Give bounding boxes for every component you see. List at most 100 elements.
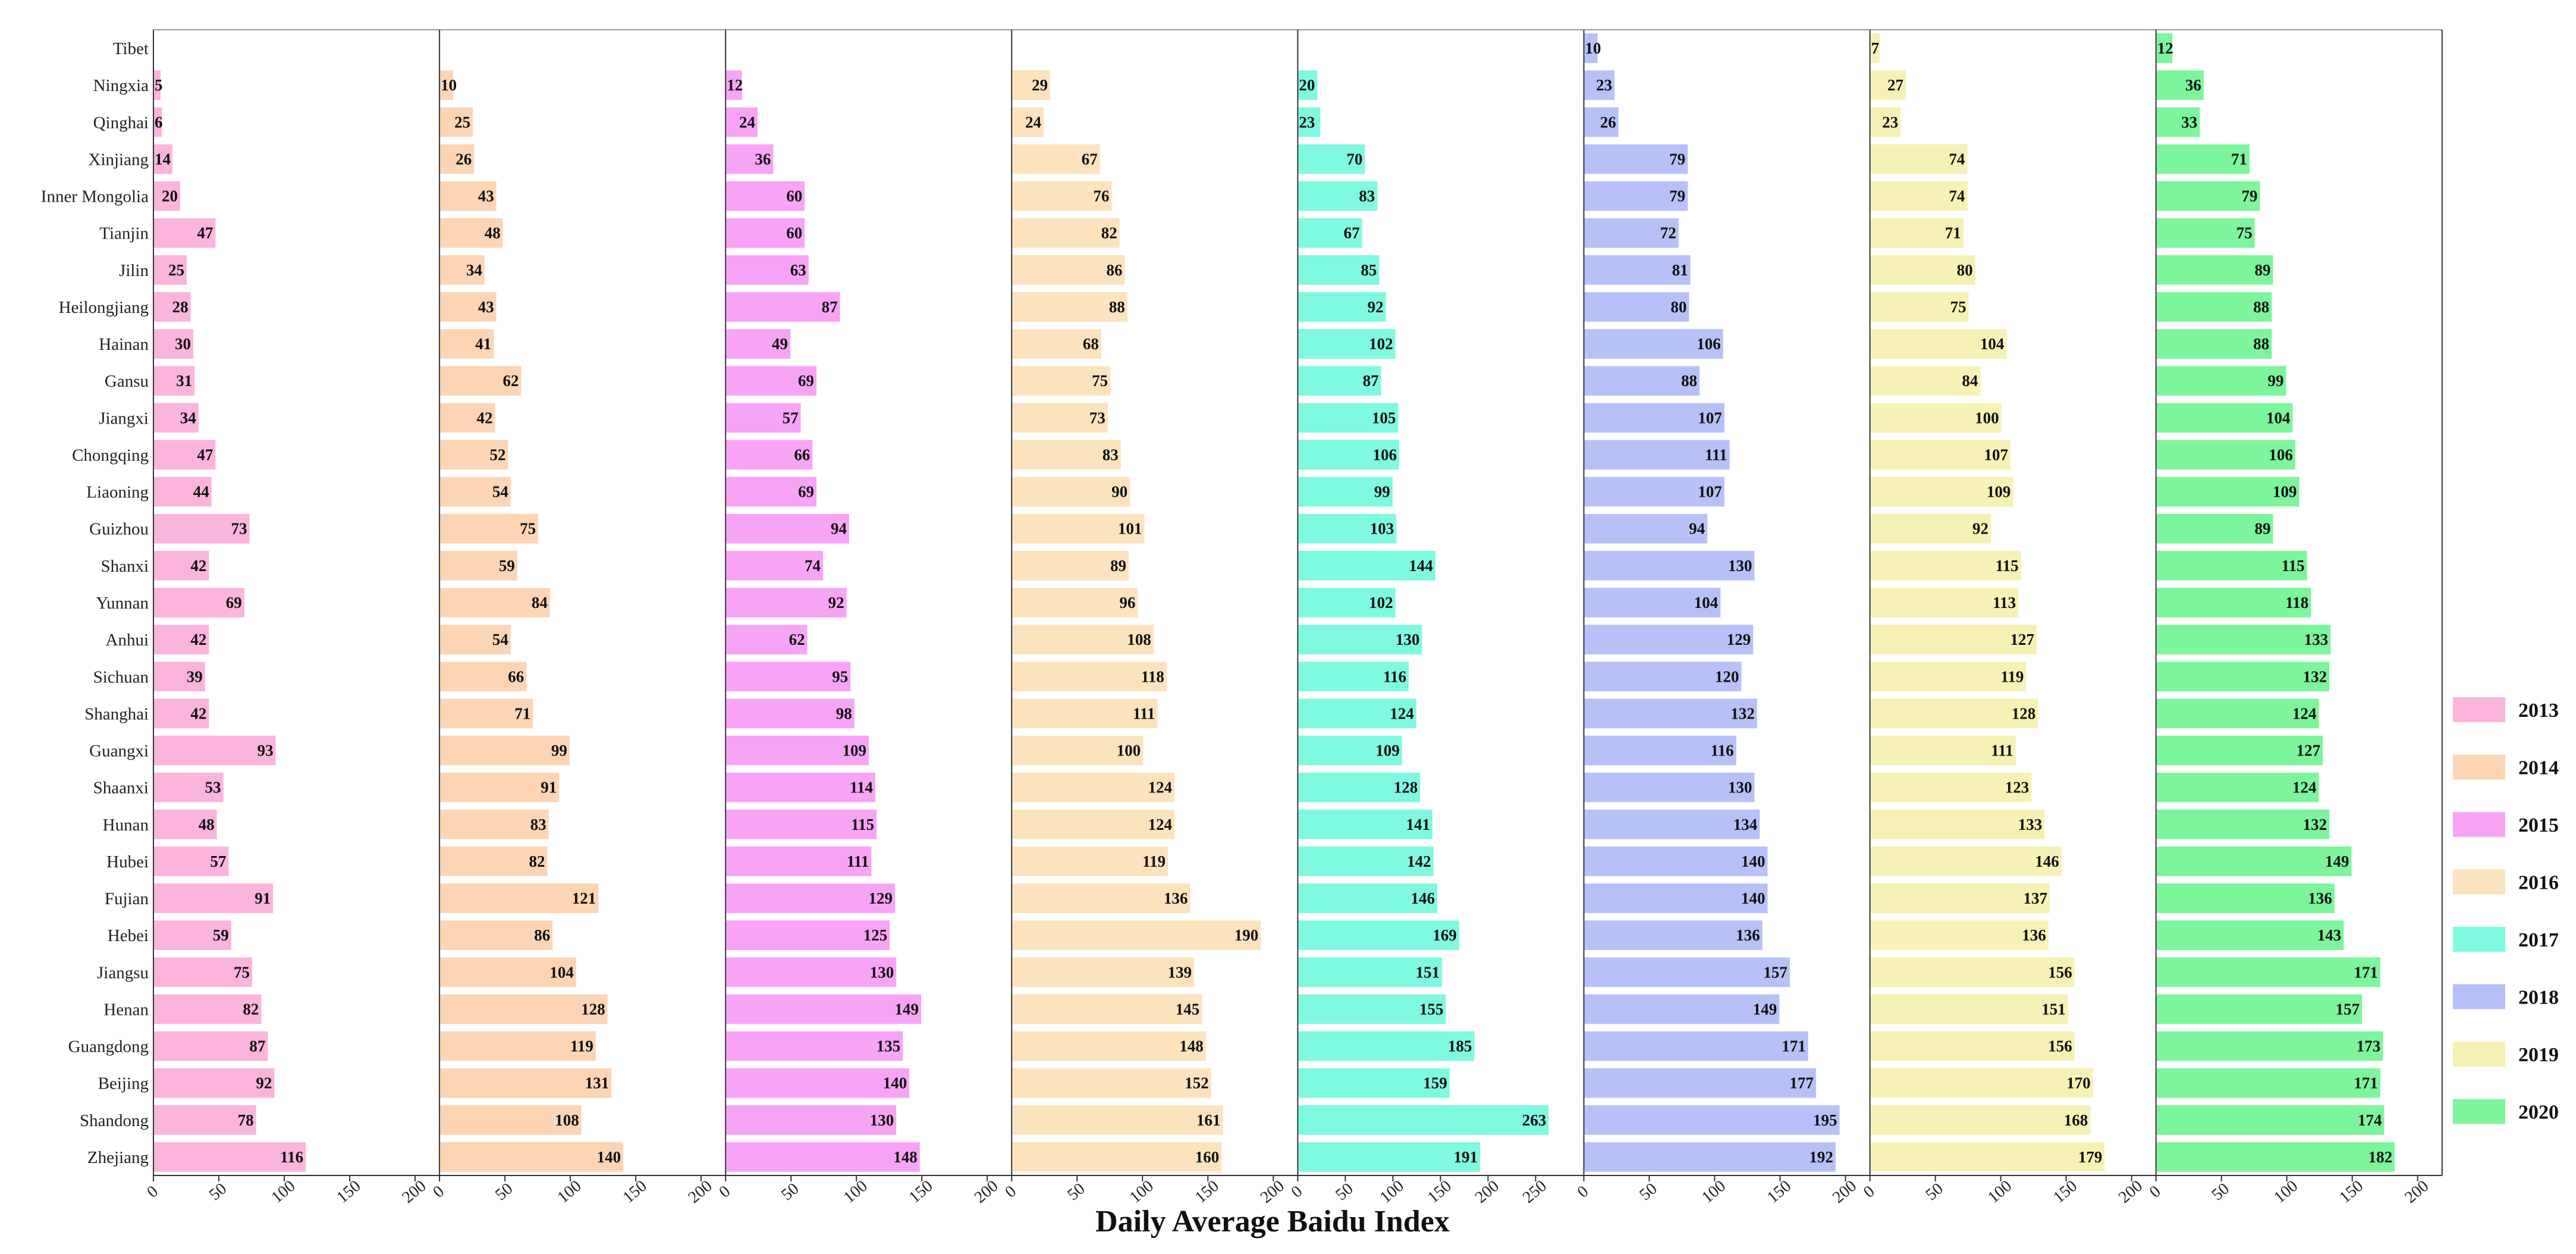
data-label: 92 [1368,298,1384,316]
bar [726,994,921,1024]
bar [1012,772,1175,802]
bar [1298,994,1446,1024]
bar [1584,772,1755,802]
panel-2017: 20 23 70 83 67 85 92 102 87 105 106 99 103 144 102 130 1… [1288,30,1584,1207]
data-label: 43 [478,187,494,205]
bar [726,1031,903,1061]
data-label: 26 [455,150,472,168]
bar [726,1142,920,1172]
bar [1298,772,1421,802]
bar [2156,513,2273,544]
tick-label: 0 [2146,1182,2165,1202]
data-label: 75 [234,963,250,981]
bar [440,476,511,507]
data-label: 149 [1753,1000,1777,1018]
bar [1870,1105,2091,1135]
data-label: 67 [1082,150,1098,168]
bar [154,1031,268,1061]
bar [1012,70,1051,101]
bar [154,625,209,654]
bar [726,883,895,913]
bar [154,107,162,137]
tick-label: 200 [971,1177,1002,1207]
bar [154,847,229,876]
tick-label: 200 [1257,1177,1288,1207]
data-label: 89 [2255,520,2271,538]
tick-label: 200 [2401,1177,2432,1207]
bar [2156,33,2173,63]
bar [726,440,813,470]
bar [2156,329,2272,359]
bar [440,1142,624,1172]
bar [1012,625,1154,654]
bar [1012,476,1130,507]
bar [1298,1105,1549,1135]
tick-label: 150 [1424,1177,1455,1207]
tick-label: 0 [1288,1182,1306,1202]
category-label: Tibet [113,39,149,58]
data-label: 174 [2358,1111,2382,1129]
bar [726,1068,910,1098]
data-label: 76 [1094,187,1110,205]
data-label: 185 [1448,1037,1472,1055]
bar [440,440,508,470]
bar [154,366,195,396]
tick-label: 150 [1764,1177,1795,1207]
data-label: 118 [1141,667,1164,685]
data-label: 119 [2000,667,2024,685]
data-label: 130 [870,963,894,981]
data-label: 134 [1733,816,1758,833]
bar [726,772,875,802]
data-label: 57 [783,409,799,427]
bar [1298,329,1396,359]
data-label: 155 [1419,1000,1444,1018]
data-label: 135 [877,1037,901,1055]
bar [1584,1068,1816,1098]
data-label: 99 [551,742,567,760]
bar [154,994,262,1024]
category-label: Jilin [119,261,149,280]
bar [2156,588,2311,617]
data-label: 12 [727,76,743,94]
bar [2156,957,2380,987]
data-label: 171 [2354,963,2378,981]
data-label: 59 [499,557,515,575]
tick-label: 200 [1829,1177,1860,1207]
tick-label: 50 [778,1180,802,1205]
bar [2156,920,2344,951]
data-label: 107 [1984,446,2009,463]
data-label: 132 [1730,704,1755,722]
data-label: 106 [1373,446,1397,463]
bar [1012,107,1044,137]
bar [440,513,539,544]
bar [1012,1068,1211,1098]
tick-label: 150 [333,1177,364,1207]
bar [1870,809,2045,839]
data-label: 79 [2242,187,2258,205]
bar [2156,1068,2380,1098]
data-label: 142 [1407,852,1431,870]
bar [1298,625,1422,654]
data-label: 151 [2041,1000,2066,1018]
bar [1584,1105,1840,1135]
data-label: 62 [503,372,519,390]
bar [1870,588,2019,617]
data-label: 23 [1299,113,1315,131]
data-label: 84 [1962,372,1978,390]
bar [1870,625,2037,654]
data-label: 115 [851,816,874,833]
legend-label: 2018 [2518,987,2559,1009]
data-label: 179 [2078,1148,2103,1166]
data-label: 118 [2285,594,2308,612]
data-label: 66 [508,667,524,685]
data-label: 115 [1996,557,2019,575]
bar [1584,847,1768,876]
data-label: 137 [2024,889,2048,907]
data-label: 102 [1369,594,1393,612]
data-label: 91 [541,779,557,797]
bar [2156,698,2319,729]
data-label: 123 [2005,779,2030,797]
bar [1012,255,1125,285]
data-label: 89 [2255,261,2271,279]
legend: 2013 2014 2015 2016 2017 2018 2019 2020 [2453,697,2559,1124]
